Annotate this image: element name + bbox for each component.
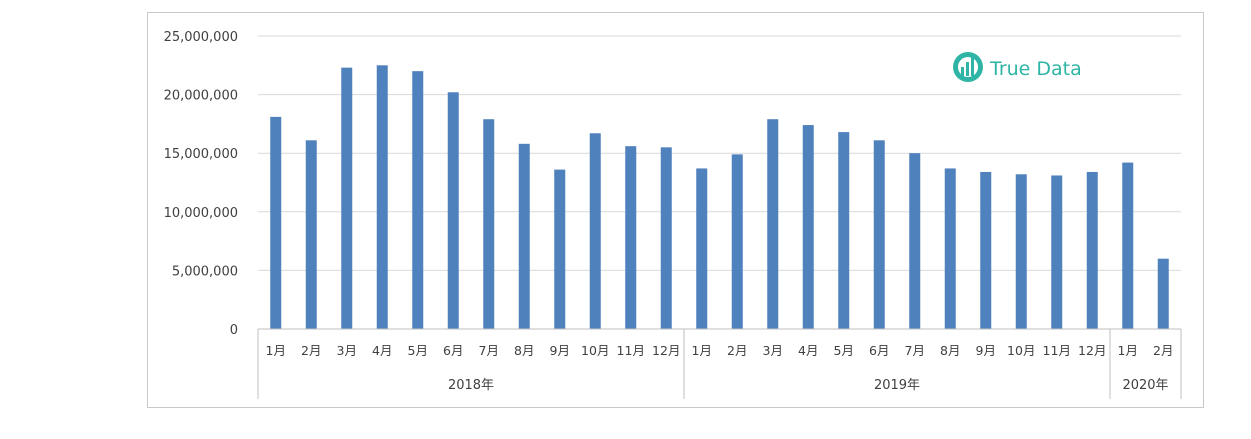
bar xyxy=(838,132,850,329)
x-tick-label: 10月 xyxy=(581,343,609,358)
x-tick-label: 8月 xyxy=(940,343,960,358)
bar xyxy=(554,169,566,329)
x-tick-label: 1月 xyxy=(1118,343,1138,358)
x-tick-label: 3月 xyxy=(763,343,783,358)
x-tick-label: 8月 xyxy=(514,343,534,358)
x-tick-label: 12月 xyxy=(652,343,680,358)
x-tick-label: 1月 xyxy=(266,343,286,358)
true-data-logo: True Data xyxy=(953,52,1082,82)
x-tick-label: 6月 xyxy=(443,343,463,358)
x-tick-label: 5月 xyxy=(834,343,854,358)
y-tick-label: 25,000,000 xyxy=(164,30,238,45)
bar xyxy=(341,67,353,330)
x-tick-label: 3月 xyxy=(337,343,357,358)
x-tick-label: 4月 xyxy=(798,343,818,358)
x-tick-label: 5月 xyxy=(408,343,428,358)
year-group-label: 2020年 xyxy=(1122,378,1168,393)
bar xyxy=(873,140,885,329)
x-tick-label: 11月 xyxy=(617,343,645,358)
y-tick-label: 15,000,000 xyxy=(164,147,238,162)
bar xyxy=(909,153,921,329)
x-tick-label: 11月 xyxy=(1043,343,1071,358)
x-tick-label: 7月 xyxy=(905,343,925,358)
bar-chart: 0 5,000,000 10,000,000 15,000,000 20,000,000… xyxy=(164,30,1182,399)
x-tick-label: 6月 xyxy=(869,343,889,358)
chart-frame: 0 5,000,000 10,000,000 15,000,000 20,000,000… xyxy=(147,12,1204,408)
bar xyxy=(270,116,282,329)
bar xyxy=(1086,171,1098,329)
year-group-labels: 2018年 2019年 2020年 xyxy=(448,378,1169,393)
bar xyxy=(767,119,779,329)
bar xyxy=(980,171,992,329)
bar xyxy=(660,147,672,329)
x-tick-label: 7月 xyxy=(479,343,499,358)
x-tick-label: 2月 xyxy=(301,343,321,358)
logo-text: True Data xyxy=(989,58,1082,80)
y-tick-label: 20,000,000 xyxy=(164,89,238,104)
bars xyxy=(270,65,1169,330)
x-tick-label: 9月 xyxy=(550,343,570,358)
x-tick-label: 12月 xyxy=(1078,343,1106,358)
x-tick-label: 2月 xyxy=(727,343,747,358)
bar xyxy=(1157,258,1169,329)
y-tick-label: 10,000,000 xyxy=(164,206,238,221)
x-tick-labels: 1月 2月 3月 4月 5月 6月 7月 8月 9月 10月 11月 12月 1月 2月 3月 4月 5月 6月 7… xyxy=(266,343,1174,358)
bar xyxy=(1015,174,1027,329)
x-tick-label: 10月 xyxy=(1007,343,1035,358)
year-group-label: 2018年 xyxy=(448,378,494,393)
bar xyxy=(518,143,530,329)
y-tick-label: 0 xyxy=(230,323,238,338)
bar xyxy=(1122,162,1134,329)
x-tick-label: 2月 xyxy=(1153,343,1173,358)
gridlines xyxy=(258,35,1181,271)
x-tick-label: 9月 xyxy=(976,343,996,358)
bar xyxy=(944,168,956,329)
bar xyxy=(447,92,459,329)
x-tick-label: 4月 xyxy=(372,343,392,358)
bar xyxy=(412,71,424,329)
x-tick-label: 1月 xyxy=(692,343,712,358)
bar xyxy=(376,65,388,330)
bar xyxy=(1051,175,1063,329)
y-tick-label: 5,000,000 xyxy=(172,264,238,279)
bar xyxy=(802,125,814,330)
bar xyxy=(696,168,708,329)
y-tick-labels: 0 5,000,000 10,000,000 15,000,000 20,000,000… xyxy=(164,30,238,338)
bar xyxy=(483,119,495,329)
axes xyxy=(257,328,1182,399)
bar xyxy=(589,133,601,329)
bar xyxy=(305,140,317,329)
bar xyxy=(731,154,743,329)
bar xyxy=(625,146,637,329)
logo-icon xyxy=(953,52,983,82)
year-group-label: 2019年 xyxy=(874,378,920,393)
